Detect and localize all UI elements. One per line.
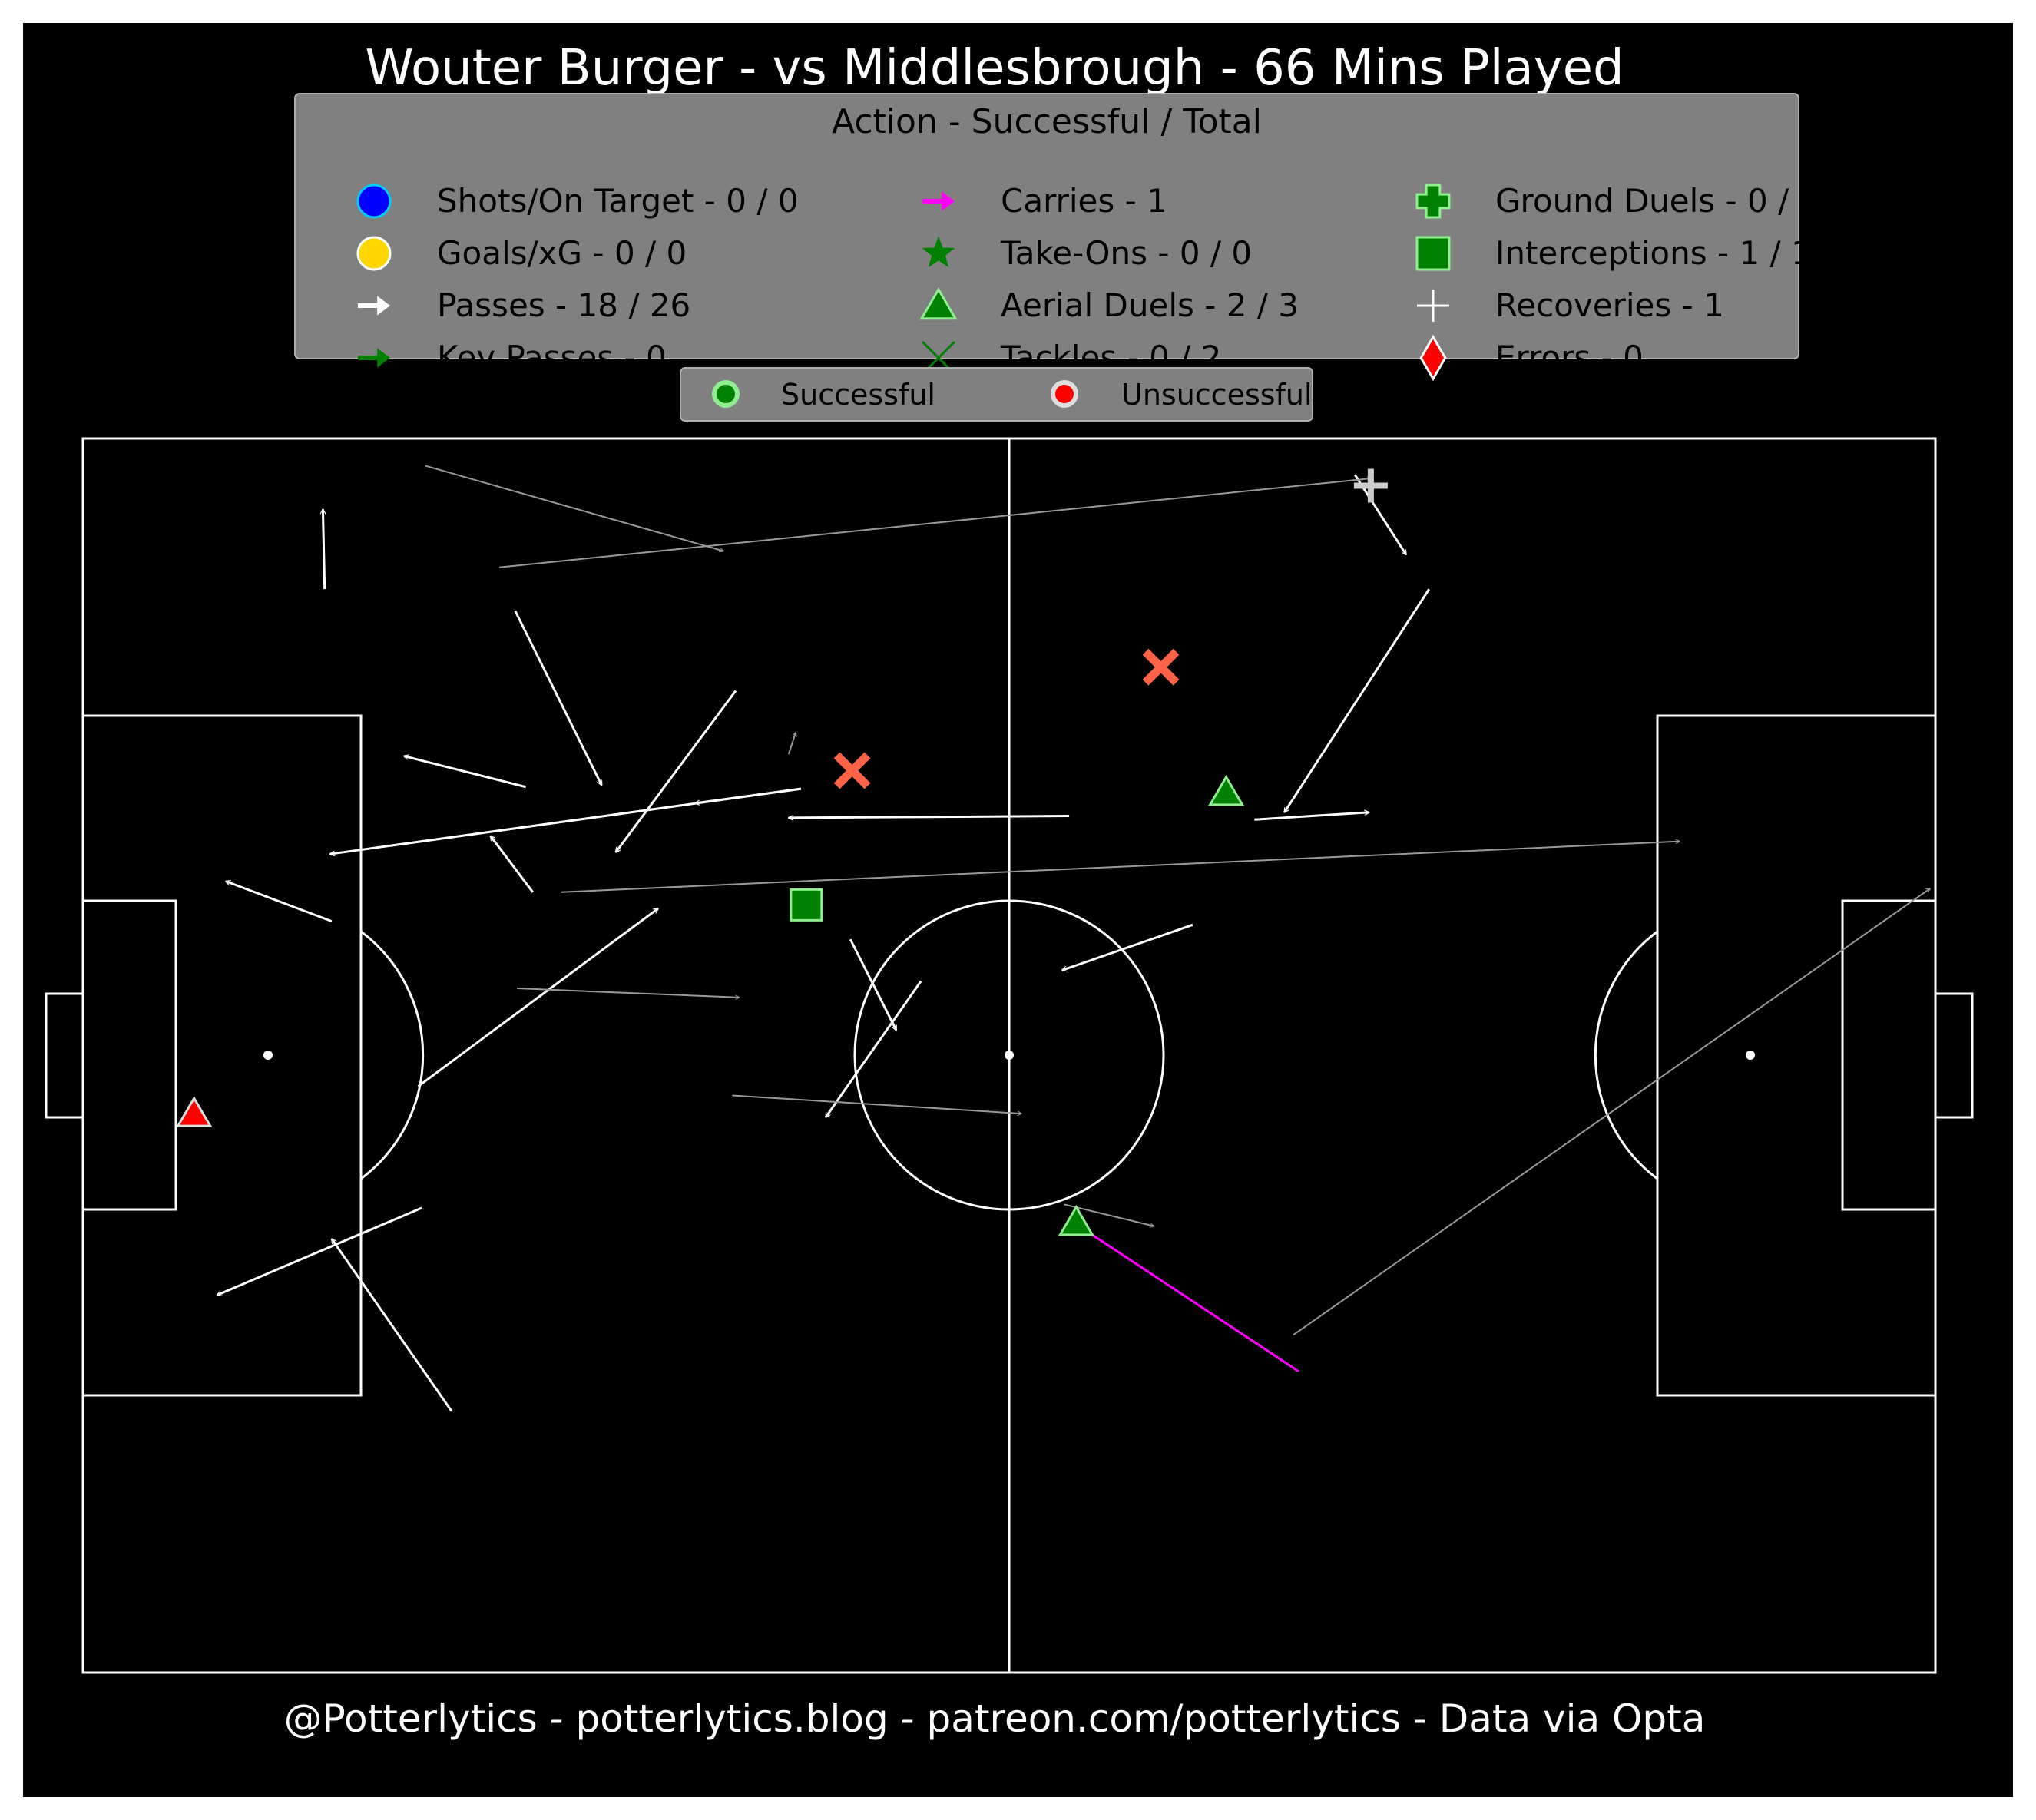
- outcome-legend-box: [680, 367, 1313, 422]
- left-penalty-spot: [263, 1051, 273, 1060]
- arrow-icon: [922, 191, 955, 211]
- pass-successful: [330, 787, 802, 854]
- legend-label: Carries - 1: [1001, 182, 1167, 220]
- left-penalty-arc: [360, 930, 425, 1180]
- recovery-icon: [1353, 468, 1388, 503]
- pass-successful: [514, 610, 603, 786]
- aerial-duel-successful-icon: [1058, 1204, 1094, 1236]
- legend-item-shots: Shots/On Target - 0 / 0: [356, 182, 799, 220]
- footer-credits: @Potterlytics - potterlytics.blog - patr…: [284, 1696, 1706, 1741]
- legend-item-carries: Carries - 1: [922, 182, 1167, 220]
- legend-box: [294, 93, 1799, 359]
- pass-unsuccessful: [561, 842, 1680, 893]
- pass-successful: [404, 756, 526, 789]
- event-map-chart: Wouter Burger - vs Middlesbrough - 66 Mi…: [45, 40, 1974, 1741]
- square-icon: [1415, 236, 1451, 271]
- pass-unsuccessful: [787, 733, 796, 755]
- arrow-head: [377, 348, 390, 368]
- event-layer: [176, 465, 1930, 1412]
- circle-icon: [356, 184, 392, 219]
- legend-item-interceptions: Interceptions - 1 / 1: [1415, 234, 1812, 272]
- legend-item-recoveries: Recoveries - 1: [1417, 286, 1724, 324]
- thin-plus-icon: [1417, 290, 1449, 322]
- left-six-yard-box: [81, 899, 177, 1211]
- legend-label: Errors - 0: [1495, 339, 1644, 376]
- right-penalty-area: [1656, 714, 1937, 1397]
- pass-successful: [789, 815, 1070, 818]
- legend-item-passes: Passes - 18 / 26: [358, 286, 690, 324]
- legend-item-take_ons: Take-Ons - 0 / 0: [922, 234, 1252, 272]
- chart-title: Wouter Burger - vs Middlesbrough - 66 Mi…: [365, 40, 1624, 97]
- left-goal: [45, 992, 84, 1119]
- pass-successful: [226, 882, 333, 923]
- right-penalty-arc: [1594, 930, 1658, 1180]
- successful-marker-icon: [712, 380, 740, 408]
- legend-label: Aerial Duels - 2 / 3: [1001, 286, 1299, 324]
- right-goal: [1934, 992, 1974, 1119]
- legend-label: Ground Duels - 0 / 0: [1495, 182, 1819, 220]
- star-icon: [922, 236, 955, 268]
- circle-icon: [356, 236, 392, 271]
- legend: Action - Successful / Total Shots/On Tar…: [294, 93, 1819, 382]
- tackle-unsuccessful-icon: [1142, 648, 1180, 686]
- right-penalty-spot: [1746, 1051, 1755, 1060]
- pass-unsuccessful: [499, 478, 1371, 568]
- figure-frame: Wouter Burger - vs Middlesbrough - 66 Mi…: [23, 23, 2013, 1797]
- arrow-head: [942, 191, 955, 211]
- legend-item-goals: Goals/xG - 0 / 0: [356, 234, 687, 272]
- outcome-legend: Successful Unsuccessful: [680, 367, 1313, 422]
- aerial-duel-successful-icon: [1207, 774, 1245, 806]
- arrow-icon: [358, 348, 390, 368]
- successful-label: Successful: [781, 378, 935, 412]
- legend-item-key_passes: Key Passes - 0: [358, 339, 667, 376]
- centre-circle: [853, 899, 1165, 1211]
- tackle-unsuccessful-icon: [833, 752, 871, 789]
- pass-successful: [1062, 923, 1193, 970]
- legend-label: Passes - 18 / 26: [437, 286, 690, 324]
- pass-unsuccessful: [517, 988, 739, 998]
- pass-unsuccessful: [732, 1094, 1021, 1114]
- legend-label: Take-Ons - 0 / 0: [1000, 234, 1252, 272]
- pass-successful: [849, 938, 898, 1030]
- pass-successful: [614, 690, 737, 852]
- interception-successful-icon: [790, 888, 823, 922]
- arrow-head: [377, 296, 390, 316]
- pass-successful: [330, 1239, 453, 1412]
- legend-item-errors: Errors - 0: [1419, 334, 1644, 382]
- legend-item-ground_duels: Ground Duels - 0 / 0: [1415, 182, 1819, 220]
- legend-label: Goals/xG - 0 / 0: [437, 234, 687, 272]
- right-six-yard-box: [1841, 899, 1937, 1211]
- pass-successful: [323, 509, 326, 590]
- carry-line: [1070, 1219, 1299, 1372]
- pass-successful: [1254, 812, 1369, 821]
- centre-spot: [1005, 1051, 1014, 1060]
- legend-item-aerial_duels: Aerial Duels - 2 / 3: [919, 286, 1299, 324]
- pass-successful: [489, 836, 534, 893]
- diamond-icon: [1419, 334, 1447, 382]
- pass-unsuccessful: [1063, 1203, 1154, 1226]
- legend-items: Shots/On Target - 0 / 0 Goals/xG - 0 / 0 P…: [356, 182, 1819, 382]
- pass-successful: [824, 980, 922, 1117]
- pass-successful: [1283, 588, 1430, 812]
- legend-label: Recoveries - 1: [1495, 286, 1724, 324]
- pass-successful: [217, 1206, 422, 1296]
- aerial-duel-unsuccessful-icon: [176, 1096, 213, 1127]
- legend-title: Action - Successful / Total: [832, 102, 1262, 141]
- plus-icon: [1415, 184, 1451, 219]
- legend-label: Interceptions - 1 / 1: [1495, 234, 1812, 272]
- pass-unsuccessful: [1293, 888, 1930, 1336]
- unsuccessful-marker-icon: [1051, 380, 1078, 408]
- legend-label: Key Passes - 0: [437, 339, 667, 376]
- pass-unsuccessful: [425, 465, 723, 551]
- pass-successful: [417, 907, 657, 1087]
- legend-label: Shots/On Target - 0 / 0: [437, 182, 799, 220]
- unsuccessful-label: Unsuccessful: [1121, 378, 1313, 412]
- pitch: [45, 437, 1974, 1674]
- triangle-icon: [919, 287, 958, 320]
- arrow-icon: [358, 296, 390, 316]
